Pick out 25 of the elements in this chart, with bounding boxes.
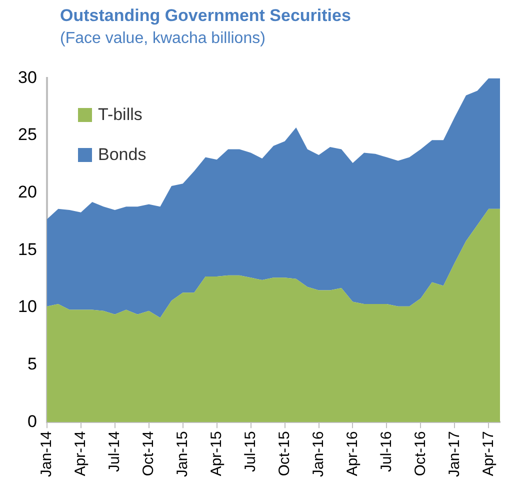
legend-label: Bonds — [98, 145, 146, 165]
x-tick-label: Apr-14 — [72, 431, 90, 476]
x-tick-label: Oct-14 — [140, 431, 157, 476]
y-tick-label: 0 — [27, 412, 37, 431]
x-tick-label: Oct-16 — [412, 431, 429, 476]
chart-title: Outstanding Government Securities — [60, 6, 351, 26]
x-tick-label: Apr-16 — [344, 431, 361, 476]
x-tick-label: Oct-15 — [276, 431, 293, 476]
y-tick-label: 5 — [27, 354, 37, 374]
y-tick-label: 10 — [18, 297, 37, 316]
legend-label: T-bills — [98, 105, 142, 125]
x-tick-label: Jan-14 — [38, 431, 56, 478]
x-tick-label: Jul-16 — [378, 431, 395, 472]
y-tick-label: 25 — [18, 125, 37, 144]
x-tick-label: Jul-15 — [242, 431, 259, 472]
y-tick-label: 30 — [18, 68, 37, 87]
x-tick-label: Jan-17 — [446, 431, 463, 478]
y-tick-label: 15 — [18, 240, 37, 259]
x-tick-label: Jan-15 — [174, 431, 191, 478]
x-tick-label: Jan-16 — [310, 431, 327, 478]
x-tick-label: Jul-14 — [106, 431, 124, 472]
y-tick-label: 20 — [18, 182, 37, 202]
x-tick-label: Apr-15 — [208, 431, 225, 476]
chart-subtitle: (Face value, kwacha billions) — [60, 30, 266, 48]
x-tick-label: Apr-17 — [480, 431, 497, 476]
